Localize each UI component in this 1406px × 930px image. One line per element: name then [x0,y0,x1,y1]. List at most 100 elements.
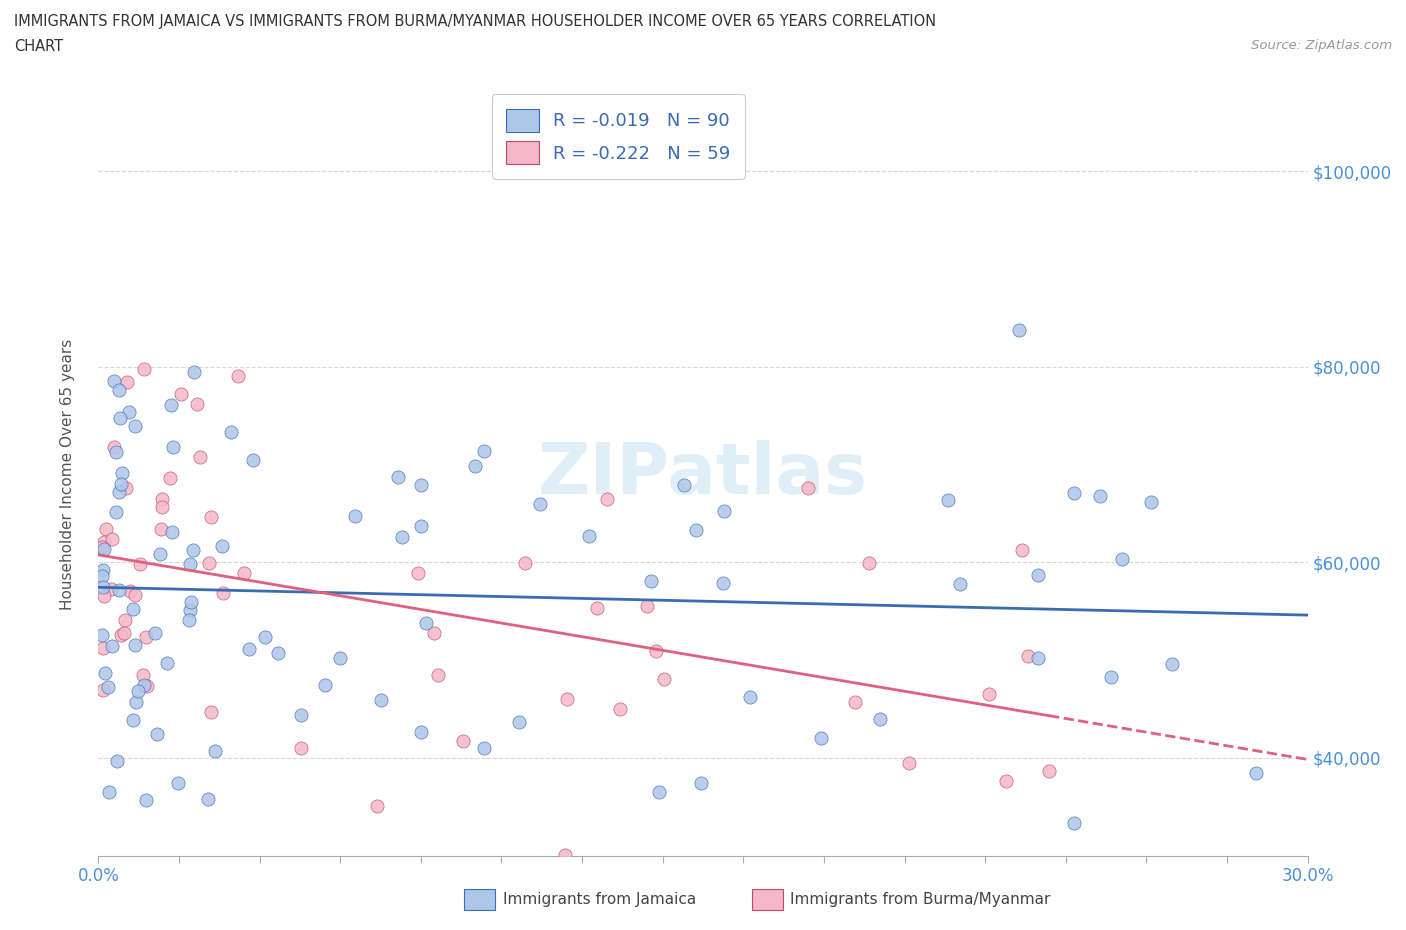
Point [91,579,114,594]
Point [183,365,205,379]
Point [979,686,1001,701]
Point [344,508,367,523]
Point [94,521,117,536]
Point [238,641,260,656]
Point [167,776,190,790]
Point [134,677,156,692]
Point [114,613,136,628]
Point [1063,816,1085,830]
Legend: R = -0.019   N = 90, R = -0.222   N = 59: R = -0.019 N = 90, R = -0.222 N = 59 [492,95,745,179]
Point [115,374,138,389]
Point [162,440,184,455]
Point [810,731,832,746]
Point [198,556,221,571]
Point [94,666,117,681]
Point [242,452,264,467]
Text: Immigrants from Jamaica: Immigrants from Jamaica [503,892,696,907]
Point [93,589,115,604]
Point [949,577,972,591]
Point [162,525,184,539]
Point [127,683,149,698]
Point [858,556,880,571]
Point [179,557,201,572]
Point [713,503,735,518]
Point [128,557,150,572]
Point [609,701,631,716]
Point [1244,765,1267,780]
Point [1088,488,1111,503]
Point [219,425,242,440]
Point [110,477,132,492]
Point [122,602,145,617]
Y-axis label: Householder Income Over 65 years: Householder Income Over 65 years [60,339,75,610]
Point [146,727,169,742]
Point [464,459,486,474]
Point [391,530,413,545]
Point [1063,486,1085,501]
Text: ZIPatlas: ZIPatlas [538,440,868,509]
Point [105,753,128,768]
Point [188,449,211,464]
Point [97,679,120,694]
Text: CHART: CHART [14,39,63,54]
Point [406,565,429,580]
Point [644,644,666,658]
Point [1011,543,1033,558]
Point [1099,670,1122,684]
Point [124,418,146,433]
Point [329,650,352,665]
Point [897,755,920,770]
Point [519,868,541,883]
Point [110,411,132,426]
Point [97,785,120,800]
Point [136,678,159,693]
Point [135,792,157,807]
Point [115,481,138,496]
Point [585,601,607,616]
Point [738,689,761,704]
Point [103,374,125,389]
Point [211,538,233,553]
Point [170,386,193,401]
Point [513,555,536,570]
Point [529,497,551,512]
Point [711,576,734,591]
Point [100,581,122,596]
Point [451,733,474,748]
Point [409,478,432,493]
Point [124,587,146,602]
Point [844,695,866,710]
Point [91,683,114,698]
Point [652,671,675,686]
Point [180,594,202,609]
Point [472,740,495,755]
Point [111,466,134,481]
Point [103,440,125,455]
Point [131,668,153,683]
Point [1026,651,1049,666]
Point [200,705,222,720]
Point [647,784,669,799]
Point [409,724,432,739]
Point [186,396,208,411]
Point [150,491,173,506]
Point [370,693,392,708]
Point [91,540,114,555]
Point [366,798,388,813]
Point [200,510,222,525]
Point [796,480,818,495]
Point [994,774,1017,789]
Point [91,628,114,643]
Point [409,518,432,533]
Point [1008,322,1031,337]
Point [160,397,183,412]
Point [472,444,495,458]
Point [181,542,204,557]
Point [156,656,179,671]
Point [125,695,148,710]
Point [554,848,576,863]
Point [595,492,617,507]
Point [226,369,249,384]
Point [1111,551,1133,566]
Point [1160,656,1182,671]
